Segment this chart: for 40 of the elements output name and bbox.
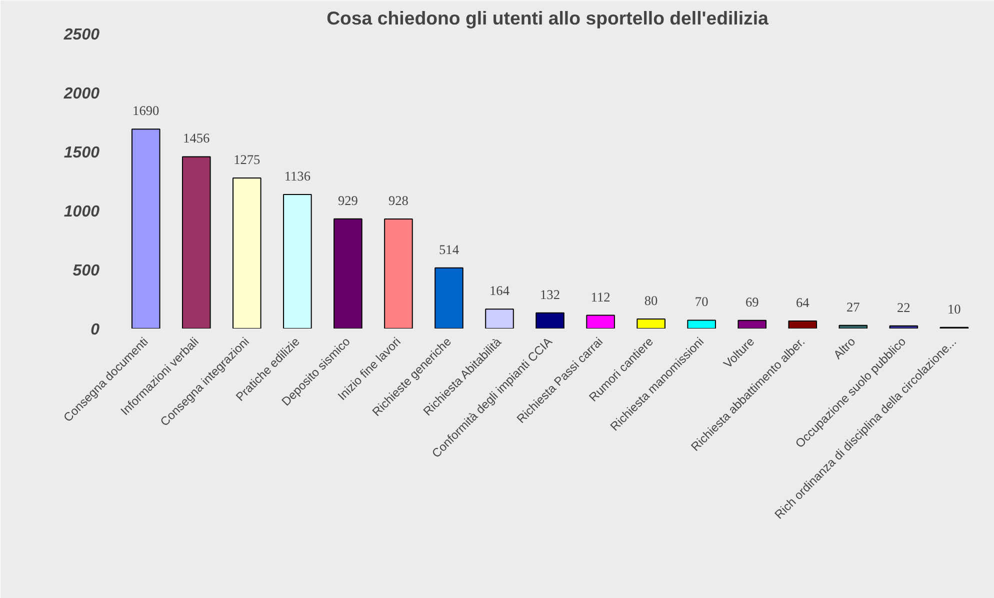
data-label: 928 — [388, 192, 409, 208]
bar — [889, 325, 918, 328]
y-tick-label: 2500 — [62, 26, 100, 44]
bar — [384, 218, 413, 328]
data-label: 1136 — [284, 168, 311, 184]
bar — [485, 308, 514, 328]
y-tick-label: 500 — [72, 262, 100, 280]
data-label: 514 — [438, 242, 460, 257]
data-label: 1275 — [234, 152, 261, 168]
bar — [536, 312, 564, 328]
bar — [232, 178, 262, 328]
bar — [182, 156, 211, 328]
data-label: 22 — [897, 300, 910, 315]
y-tick-label: 1000 — [64, 204, 100, 220]
bar — [636, 318, 666, 328]
bar — [334, 218, 362, 328]
data-label: 27 — [846, 299, 860, 314]
bar — [687, 320, 716, 328]
bar — [738, 320, 766, 328]
data-label: 64 — [796, 294, 810, 310]
bar — [131, 128, 160, 328]
data-label: 10 — [948, 301, 962, 316]
y-tick-label: 0 — [90, 322, 100, 338]
data-label: 112 — [590, 289, 610, 304]
data-label: 69 — [745, 294, 760, 310]
bar — [434, 267, 464, 328]
data-label: 1690 — [132, 103, 160, 118]
data-label: 1456 — [183, 130, 210, 146]
y-tick-label: 2000 — [62, 86, 100, 102]
data-label: 132 — [540, 286, 560, 302]
data-label: 929 — [338, 192, 358, 208]
data-label: 164 — [490, 283, 510, 298]
bar — [283, 194, 312, 328]
bar — [788, 320, 818, 328]
chart-title: Cosa chiedono gli utenti allo sportello dell'edilizia — [326, 8, 770, 28]
data-label: 80 — [644, 293, 658, 308]
y-tick-label: 1500 — [64, 144, 100, 162]
bar — [586, 314, 615, 328]
bar — [838, 324, 868, 328]
data-label: 70 — [694, 294, 709, 310]
